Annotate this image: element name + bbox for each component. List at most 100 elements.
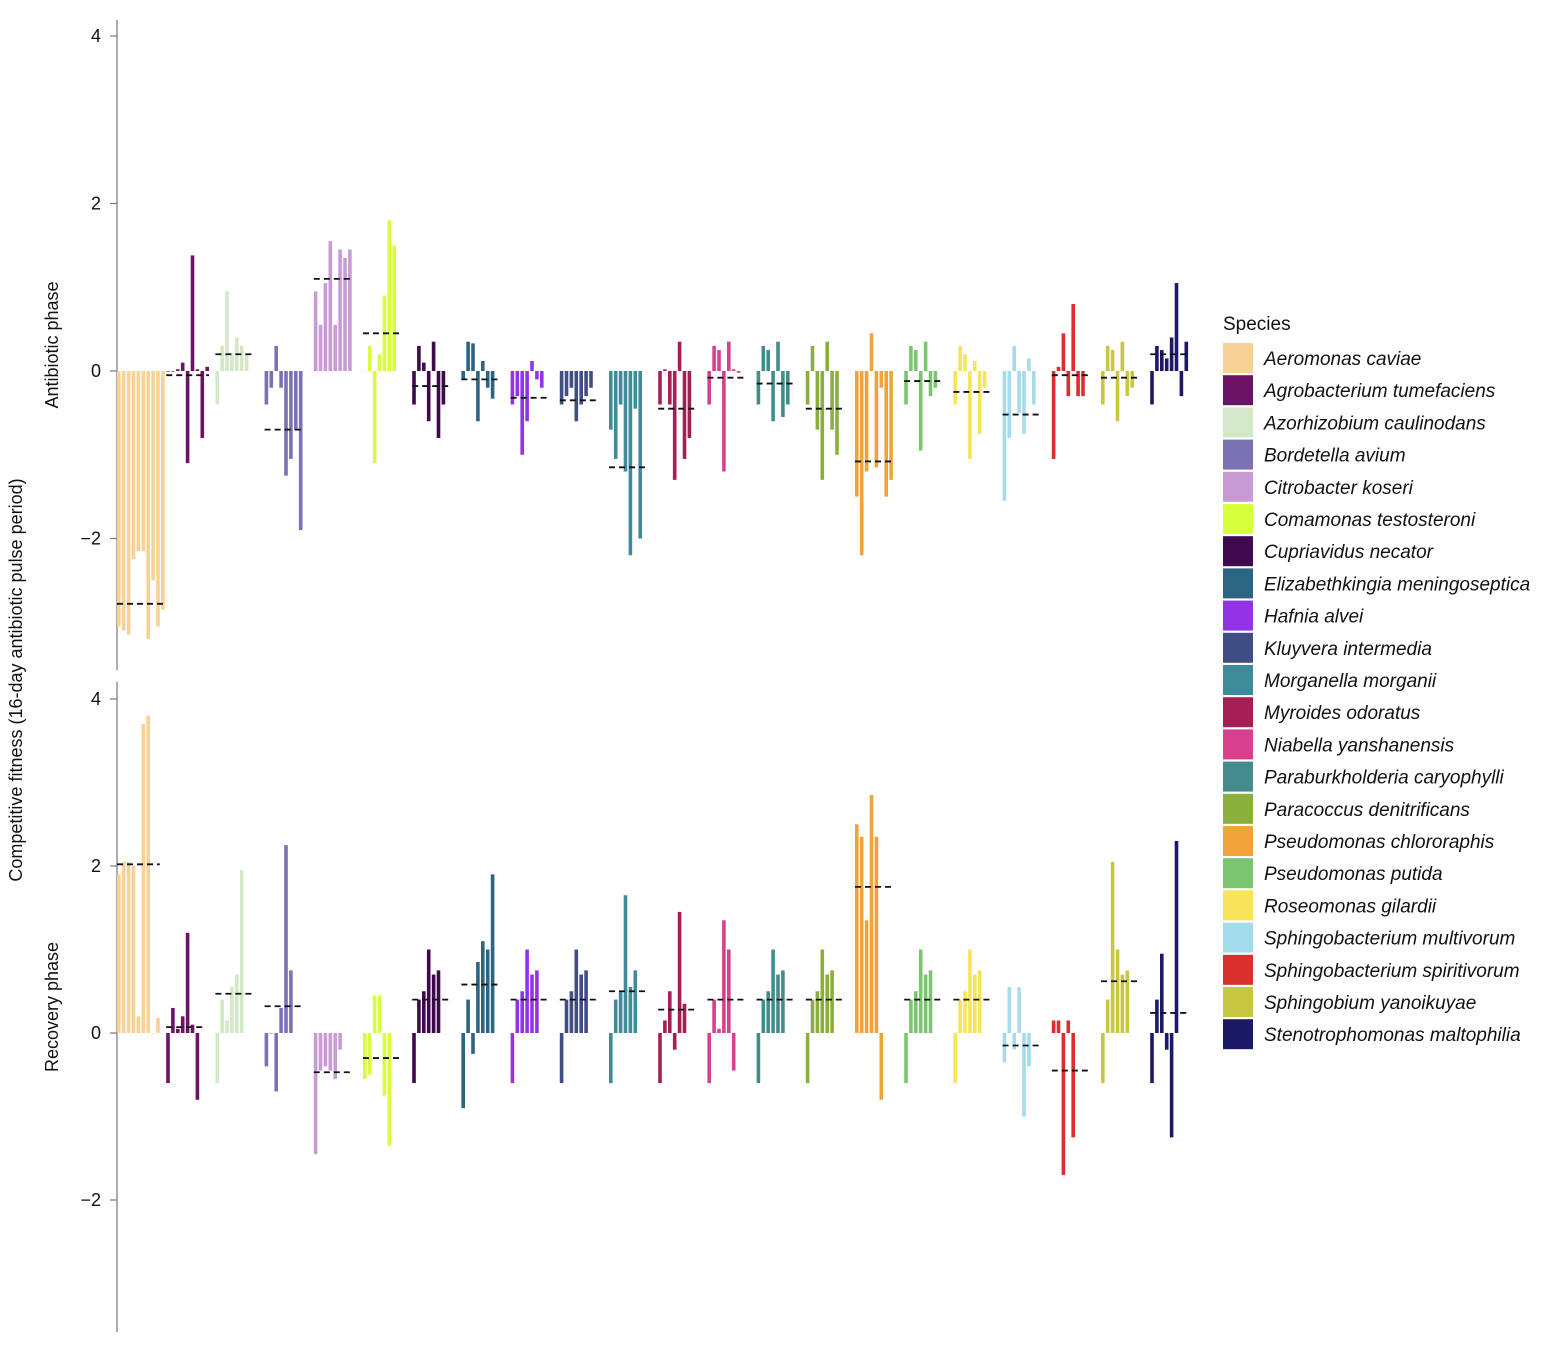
legend-item: Agrobacterium tumefaciens <box>1223 375 1496 406</box>
bar <box>323 1033 328 1067</box>
bar <box>663 369 667 371</box>
bar <box>1125 970 1130 1034</box>
legend-swatch <box>1223 729 1253 760</box>
bar <box>589 371 593 388</box>
legend-item: Comamonas testosteroni <box>1223 504 1476 534</box>
bar <box>323 283 328 371</box>
bar <box>121 371 126 631</box>
bar <box>535 371 539 380</box>
legend-swatch <box>1223 665 1253 695</box>
bar <box>180 1016 185 1033</box>
bar <box>707 371 711 405</box>
bar <box>1051 1020 1056 1033</box>
bar <box>1051 371 1056 459</box>
legend-label: Aeromonas caviae <box>1263 349 1421 370</box>
bar <box>372 995 377 1033</box>
y-tick-label: 2 <box>91 856 101 876</box>
bar <box>623 371 628 472</box>
legend-item: Hafnia alvei <box>1223 600 1364 631</box>
species-group-11 <box>658 341 695 480</box>
bar <box>146 715 150 1033</box>
bar <box>977 371 982 434</box>
legend-item: Kluyvera intermedia <box>1223 632 1432 663</box>
bar <box>628 987 633 1033</box>
bar <box>825 974 829 1033</box>
panel-title: Antibiotic phase <box>42 281 62 408</box>
species-group-5 <box>363 995 399 1146</box>
legend-swatch <box>1223 439 1253 470</box>
y-tick-label: 4 <box>91 689 101 709</box>
bar <box>618 991 623 1033</box>
bar <box>923 341 928 371</box>
legend-swatch <box>1223 761 1253 792</box>
bar <box>476 371 480 422</box>
bar <box>1027 1033 1031 1067</box>
bar <box>579 371 583 405</box>
bar <box>220 345 224 372</box>
bar <box>466 999 470 1033</box>
bar <box>235 974 239 1033</box>
bar <box>387 220 392 371</box>
bar <box>830 970 834 1034</box>
legend-swatch <box>1223 858 1253 889</box>
species-group-2 <box>215 291 252 405</box>
bar <box>677 341 682 371</box>
bar <box>244 354 249 371</box>
bar <box>781 371 785 418</box>
bar <box>963 354 967 371</box>
bar <box>672 371 677 480</box>
bar <box>672 1033 677 1050</box>
bar <box>1071 304 1075 371</box>
bar <box>269 1033 274 1034</box>
bar <box>343 257 347 371</box>
bar <box>1115 949 1120 1033</box>
bar <box>584 371 588 397</box>
species-group-13 <box>756 341 793 422</box>
bar <box>264 1033 269 1067</box>
legend-label: Sphingobium yanoikuyae <box>1264 993 1476 1014</box>
legend-label: Agrobacterium tumefaciens <box>1263 381 1496 402</box>
bar <box>968 371 972 459</box>
panel-1: Recovery phase −2 0 2 4 <box>42 682 1187 1332</box>
bar <box>422 362 426 372</box>
legend-label: Paraburkholderia caryophylli <box>1264 768 1505 789</box>
bar <box>923 974 928 1033</box>
species-group-17 <box>953 949 990 1084</box>
bar <box>1105 345 1110 372</box>
bar <box>215 1033 219 1084</box>
bar <box>1120 974 1125 1033</box>
bar <box>348 249 352 371</box>
bar <box>387 1033 392 1146</box>
legend-item: Niabella yanshanensis <box>1223 729 1455 760</box>
bar <box>151 1033 155 1034</box>
bar <box>131 371 136 560</box>
bar <box>136 1016 141 1033</box>
species-group-20 <box>1101 861 1137 1084</box>
species-group-8 <box>510 949 547 1084</box>
species-group-17 <box>953 345 990 459</box>
species-group-14 <box>805 341 842 480</box>
bar <box>540 371 544 388</box>
bar <box>471 1033 475 1054</box>
bar <box>156 371 160 627</box>
legend-label: Niabella yanshanensis <box>1264 735 1455 756</box>
species-group-12 <box>707 920 744 1084</box>
bar <box>525 371 529 422</box>
bar <box>569 371 574 388</box>
bar <box>820 371 825 480</box>
species-group-21 <box>1150 840 1187 1138</box>
bar <box>141 371 146 552</box>
bar <box>579 974 583 1033</box>
bar <box>328 241 333 371</box>
legend-item: Cupriavidus necator <box>1223 536 1434 567</box>
species-group-6 <box>412 949 449 1084</box>
species-group-9 <box>559 949 596 1084</box>
species-group-19 <box>1051 1020 1088 1175</box>
bar <box>190 255 195 371</box>
bar <box>628 371 633 556</box>
bar <box>722 371 726 472</box>
bar <box>731 1033 736 1071</box>
bar <box>1012 345 1016 372</box>
bar <box>412 1033 416 1084</box>
bar <box>859 371 864 556</box>
